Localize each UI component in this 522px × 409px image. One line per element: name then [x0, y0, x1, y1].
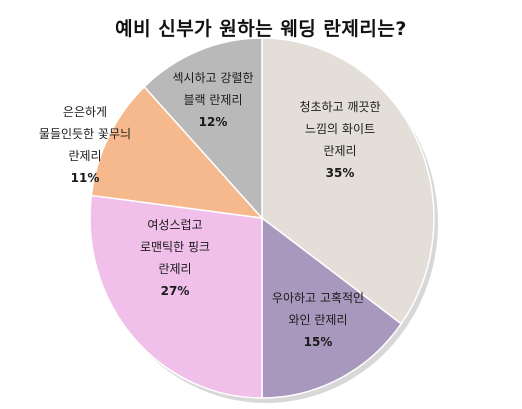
slice-label-3-line-1: 물들인듯한 꽃무늬 [39, 127, 131, 141]
slice-label-4-line-0: 섹시하고 강렬한 [172, 71, 253, 85]
chart-title: 예비 신부가 원하는 웨딩 란제리는? [115, 18, 407, 40]
slice-value-2: 27% [161, 284, 190, 298]
pie-slice-1 [261, 216, 403, 399]
slice-value-3: 11% [71, 171, 100, 185]
slice-label-2-line-0: 여성스럽고 [147, 218, 202, 232]
slice-label-1-line-1: 와인 란제리 [288, 313, 347, 327]
pie-slice-2 [89, 194, 263, 399]
pie-slice-4 [143, 37, 263, 220]
slice-label-0-line-2: 란제리 [323, 144, 356, 158]
slice-label-4-line-1: 블랙 란제리 [183, 93, 242, 107]
slice-label-2-line-2: 란제리 [158, 262, 191, 276]
slice-value-4: 12% [199, 115, 228, 129]
slice-label-3-line-2: 란제리 [68, 149, 101, 163]
slice-label-2-line-1: 로맨틱한 핑크 [140, 240, 210, 254]
slice-value-1: 15% [304, 335, 333, 349]
slice-label-0-line-1: 느낌의 화이트 [305, 122, 375, 136]
slice-label-0-line-0: 청초하고 깨끗한 [299, 100, 380, 114]
slice-label-1-line-0: 우아하고 고혹적인 [272, 291, 364, 305]
pie-slice-0 [261, 37, 435, 325]
pie-slice-3 [90, 85, 264, 220]
slice-label-3-line-0: 은은하게 [63, 105, 107, 119]
slice-value-0: 35% [326, 166, 355, 180]
